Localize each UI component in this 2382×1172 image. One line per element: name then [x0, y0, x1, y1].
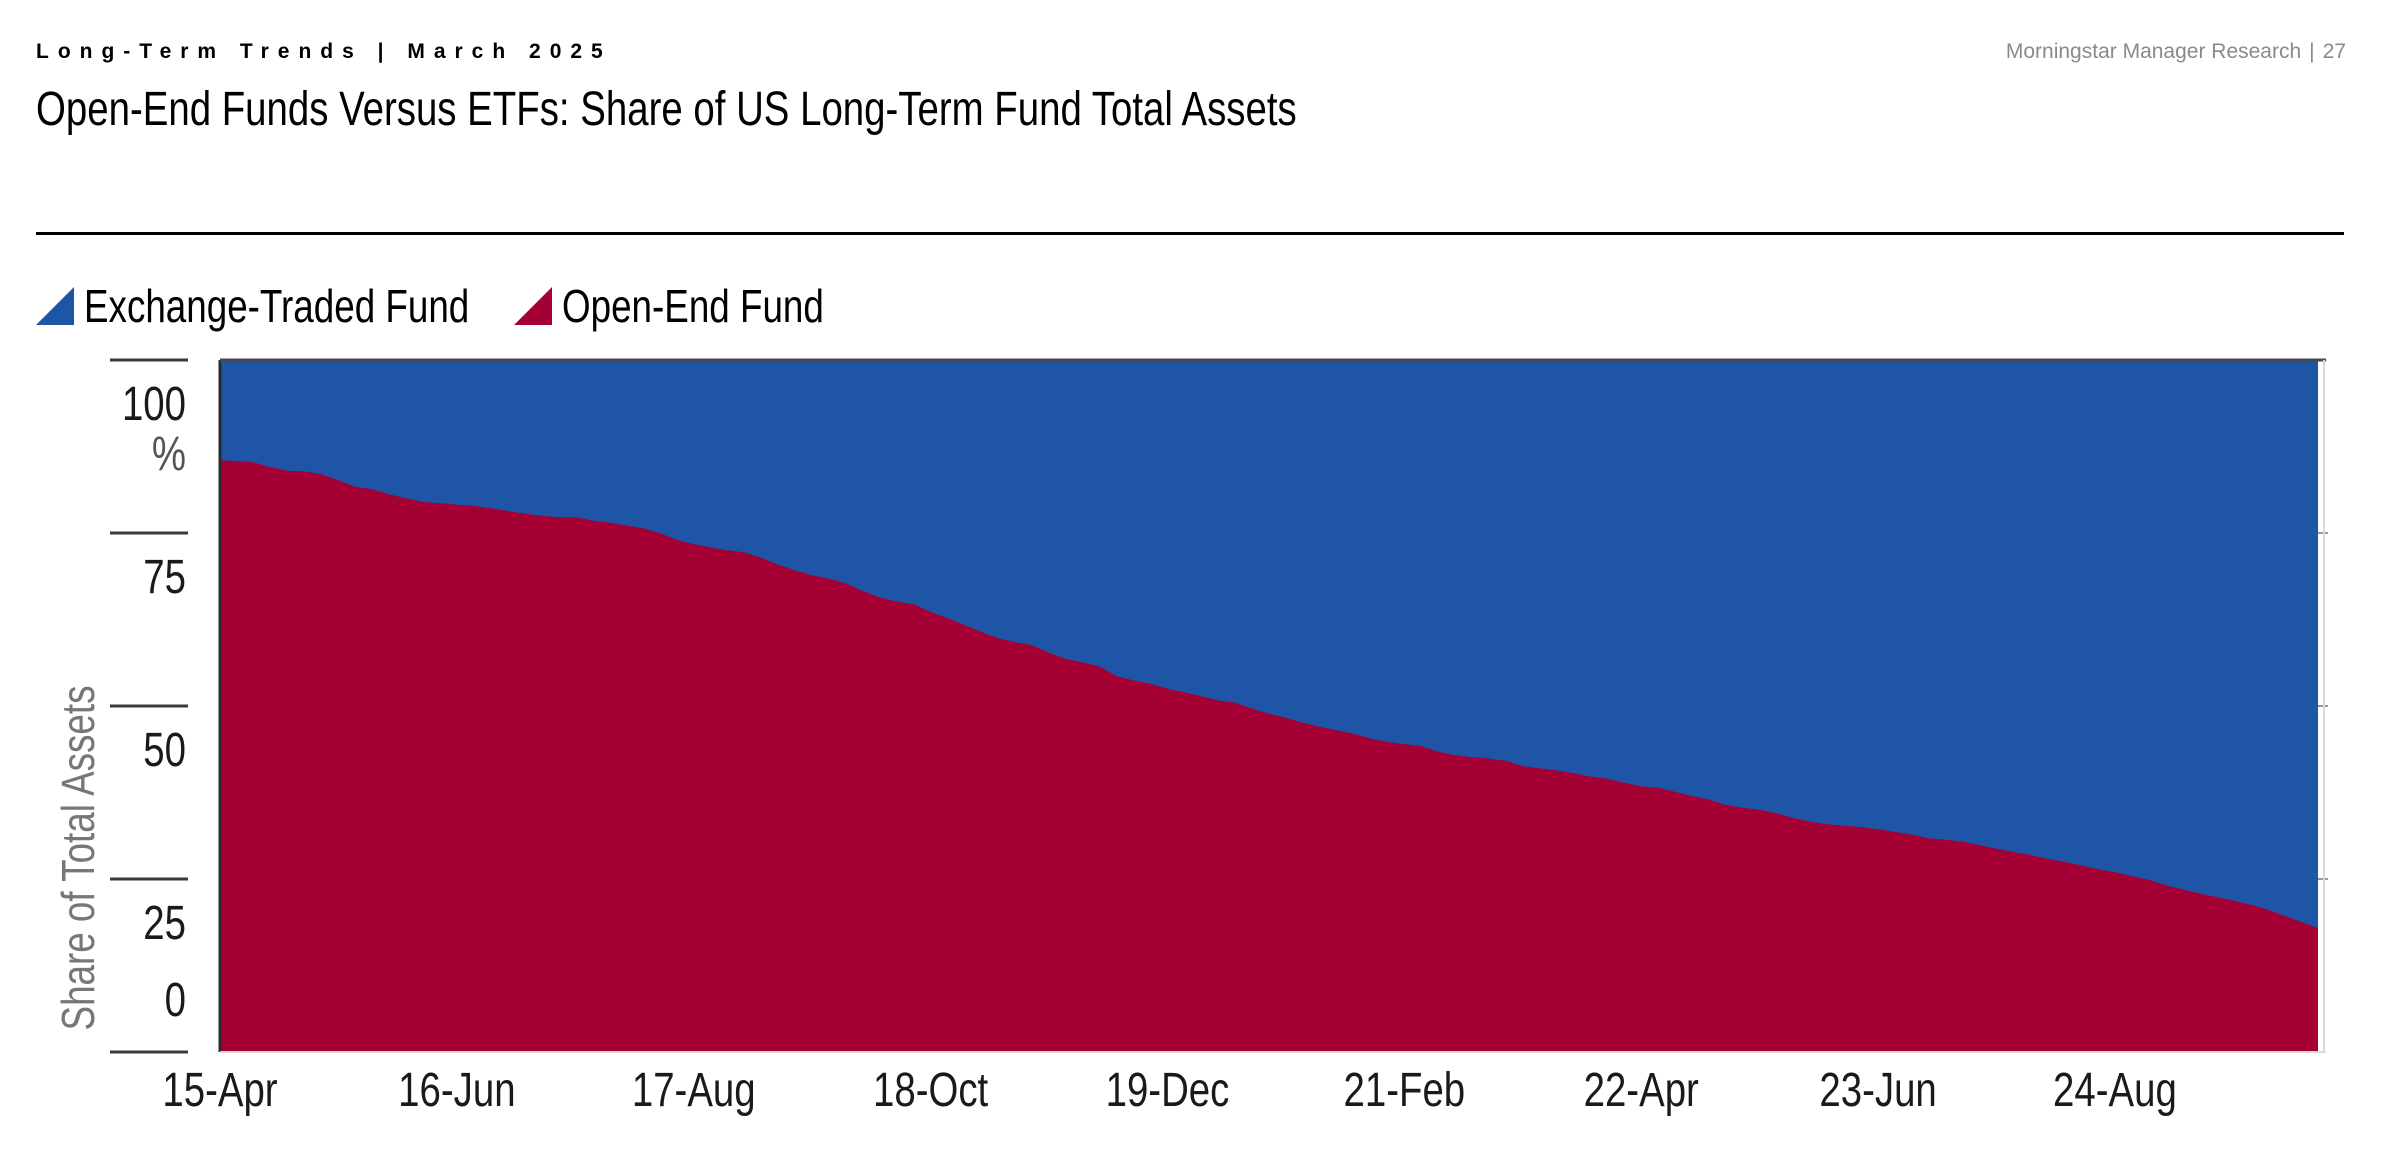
x-tick-label: 23-Jun: [1819, 1064, 1936, 1117]
legend-swatch-open-end: [513, 287, 552, 325]
source-name: Morningstar Manager Research: [2005, 40, 2302, 63]
chart-title: Open-End Funds Versus ETFs: Share of US …: [36, 83, 1297, 136]
page-number: 27: [2322, 40, 2346, 63]
legend-label-open-end: Open-End Fund: [561, 280, 824, 332]
x-tick-label: 21-Feb: [1344, 1064, 1466, 1117]
y-axis-title: Share of Total Assets: [52, 686, 104, 1031]
y-tick-label: 25: [143, 897, 186, 950]
legend-swatch-etf: [36, 287, 74, 325]
y-tick-label: 0: [165, 974, 186, 1027]
x-tick-label: 15-Apr: [162, 1064, 277, 1117]
y-tick-label: 100: [122, 378, 186, 431]
legend-item-etf: Exchange-Traded Fund: [36, 279, 566, 333]
x-tick-label: 18-Oct: [873, 1064, 988, 1117]
x-tick-label: 24-Aug: [2053, 1064, 2177, 1117]
x-tick-label: 16-Jun: [398, 1064, 515, 1117]
legend-label-etf: Exchange-Traded Fund: [84, 280, 470, 332]
x-tick-label: 22-Apr: [1584, 1064, 1699, 1117]
area-series-open-end: [220, 460, 2318, 1052]
source-separator: |: [2309, 40, 2315, 63]
x-tick-label: 17-Aug: [632, 1064, 756, 1117]
source-line: Morningstar Manager Research | 27: [2006, 40, 2346, 64]
legend-item-open-end: Open-End Fund: [513, 279, 889, 333]
y-tick-label: %: [152, 428, 186, 481]
x-tick-label: 19-Dec: [1106, 1064, 1230, 1117]
y-tick-label: 50: [143, 724, 186, 777]
chart-legend: Exchange-Traded Fund Open-End Fund: [36, 278, 897, 334]
title-divider: [36, 232, 2344, 235]
y-tick-label: 75: [143, 551, 186, 604]
report-kicker: Long-Term Trends | March 2025: [36, 40, 612, 63]
